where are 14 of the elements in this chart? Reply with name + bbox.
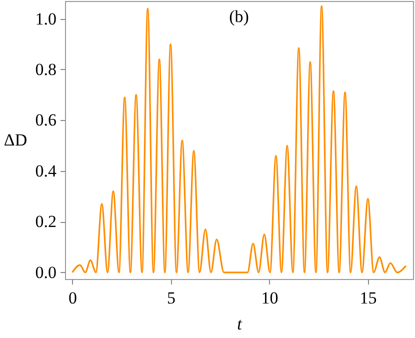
x-tick-label: 5 (167, 288, 176, 308)
y-tick-label: 0.2 (35, 212, 56, 232)
y-tick-label: 0.4 (35, 161, 57, 180)
line-series (71, 5, 407, 274)
y-axis-title: ΔD (4, 130, 28, 150)
y-tick-label: 0.0 (35, 262, 56, 282)
annotation: (b) (229, 7, 249, 26)
y-tick-label: 0.6 (35, 110, 56, 130)
x-tick-label: 0 (68, 288, 78, 308)
x-tick-label: 10 (261, 288, 278, 308)
y-tick-label: 1.0 (35, 9, 56, 28)
x-axis-title: t (237, 314, 244, 334)
x-tick-label: 15 (360, 288, 377, 308)
y-tick-label: 0.8 (35, 60, 56, 79)
